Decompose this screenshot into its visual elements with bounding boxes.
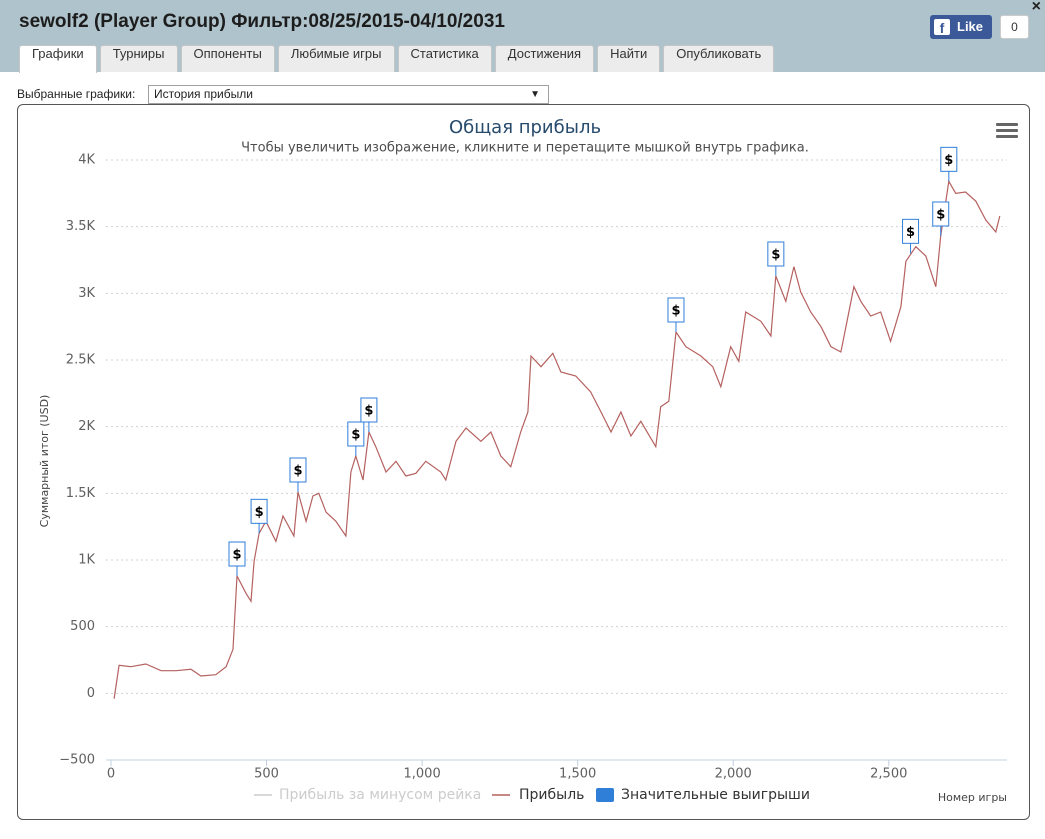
win-flag: $	[228, 541, 246, 576]
win-flag: $	[347, 421, 365, 456]
chart-subtitle: Чтобы увеличить изображение, кликните и …	[241, 141, 809, 156]
flag-label: $	[936, 208, 945, 223]
tab[interactable]: Турниры	[99, 45, 178, 72]
like-button[interactable]: f Like	[930, 15, 992, 39]
menu-icon[interactable]	[996, 123, 1018, 138]
x-axis-title: Номер игры	[938, 791, 1007, 804]
x-tick-label: 2,500	[870, 767, 907, 782]
y-axis-title: Суммарный итог (USD)	[38, 395, 51, 528]
flag-label: $	[671, 304, 680, 319]
win-flag: $	[250, 498, 268, 534]
tab[interactable]: Графики	[19, 45, 97, 73]
flag-box	[250, 498, 268, 524]
selector-arrow: ▼	[530, 89, 540, 100]
y-tick-label: 3K	[78, 286, 95, 301]
flag-box	[228, 541, 246, 567]
win-flag: $	[940, 146, 958, 182]
win-flag: $	[767, 241, 785, 276]
flag-box	[347, 421, 365, 447]
tab[interactable]: Найти	[597, 45, 661, 72]
flag-box	[902, 218, 920, 244]
y-tick-label: 1K	[78, 553, 95, 568]
flag-label: $	[771, 248, 780, 263]
flag-box	[932, 201, 950, 227]
flag-box	[289, 457, 307, 483]
tab-bar: Графики Турниры Оппоненты Любимые игры Стати…	[19, 45, 775, 73]
flag-box	[360, 397, 378, 423]
legend-label: Прибыль	[519, 787, 584, 803]
window-title: sewolf2 (Player Group) Фильтр:08/25/2015…	[19, 11, 505, 32]
y-tick-label: 4K	[78, 153, 95, 168]
flag-box	[940, 146, 958, 172]
tab[interactable]: Достижения	[494, 45, 595, 72]
x-tick-label: 1,000	[404, 767, 441, 782]
menu-bar	[996, 123, 1018, 126]
flag-label: $	[255, 505, 264, 520]
y-tick-label: 2K	[78, 419, 95, 434]
tab[interactable]: Статистика	[397, 45, 492, 72]
legend-swatch	[596, 788, 614, 802]
y-tick-label: −500	[59, 753, 95, 768]
like-count: 0	[1000, 15, 1029, 39]
chart-title: Общая прибыль	[449, 117, 601, 138]
chart: Общая прибыль Чтобы увеличить изображени…	[17, 104, 1030, 820]
flag-label: $	[351, 428, 360, 443]
y-tick-label: 0	[87, 686, 95, 701]
legend-label: Прибыль за минусом рейка	[279, 787, 481, 803]
close-button[interactable]: ×	[1031, 0, 1041, 15]
win-flag: $	[360, 397, 378, 432]
chart-selector[interactable]: История прибыли ▼	[148, 85, 549, 104]
y-tick-label: 1.5K	[66, 486, 96, 501]
flag-label: $	[293, 464, 302, 479]
tab[interactable]: Опубликовать	[663, 45, 775, 72]
win-flag: $	[932, 201, 950, 236]
y-tick-label: 2.5K	[66, 353, 96, 368]
flag-label: $	[364, 404, 373, 419]
flag-box	[767, 241, 785, 267]
tab[interactable]: Оппоненты	[180, 45, 275, 72]
win-flag: $	[902, 218, 920, 254]
legend-label: Значительные выигрыши	[621, 787, 810, 803]
win-flag: $	[667, 297, 685, 332]
selector-value: История прибыли	[154, 87, 253, 101]
y-tick-label: 500	[70, 619, 95, 634]
win-flag: $	[289, 457, 307, 492]
fb-icon: f	[934, 19, 950, 36]
selector-label: Выбранные графики:	[17, 87, 136, 101]
tab[interactable]: Любимые игры	[277, 45, 395, 72]
profit-line	[113, 179, 1001, 699]
y-tick-label: 3.5K	[66, 219, 96, 234]
menu-bar	[996, 129, 1018, 132]
flag-box	[667, 297, 685, 323]
flag-label: $	[906, 225, 915, 240]
menu-bar	[996, 135, 1018, 138]
x-tick-label: 500	[254, 767, 279, 782]
header: sewolf2 (Player Group) Фильтр:08/25/2015…	[0, 0, 1045, 73]
flag-label: $	[232, 548, 241, 563]
x-tick-label: 0	[107, 767, 115, 782]
x-tick-label: 1,500	[559, 767, 596, 782]
flag-label: $	[944, 153, 953, 168]
x-tick-label: 2,000	[715, 767, 752, 782]
like-text: Like	[957, 19, 984, 34]
